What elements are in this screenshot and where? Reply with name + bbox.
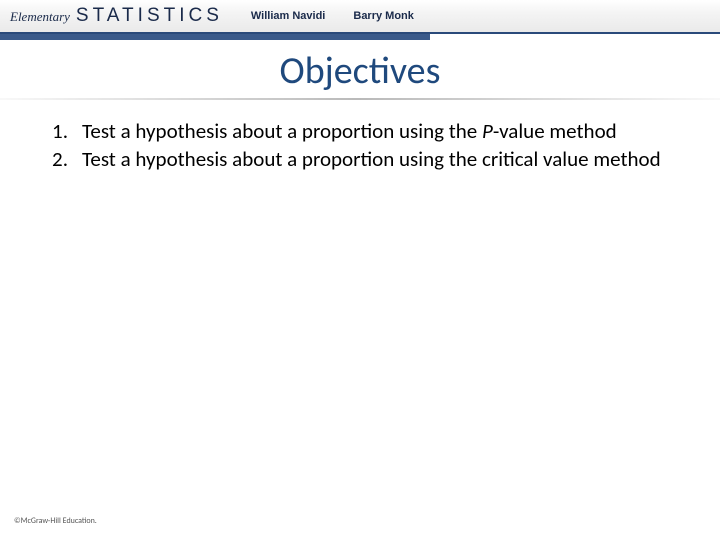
book-title-elementary: Elementary — [10, 9, 70, 25]
textbook-header: Elementary STATISTICS William Navidi Bar… — [0, 0, 720, 34]
list-number: 2. — [40, 146, 82, 172]
text-pre: Test a hypothesis about a proportion usi… — [82, 146, 661, 172]
list-text: Test a hypothesis about a proportion usi… — [82, 146, 680, 172]
list-number: 1. — [40, 118, 82, 144]
header-blue-bar — [0, 34, 430, 40]
p-italic: P — [482, 118, 493, 144]
slide-title: Objectives — [0, 48, 720, 94]
text-pre: Test a hypothesis about a proportion usi… — [82, 118, 482, 144]
objectives-list: 1. Test a hypothesis about a proportion … — [40, 118, 680, 173]
list-text: Test a hypothesis about a proportion usi… — [82, 118, 680, 144]
list-item: 1. Test a hypothesis about a proportion … — [40, 118, 680, 144]
book-title-group: Elementary STATISTICS — [10, 5, 223, 27]
author-2: Barry Monk — [353, 10, 414, 22]
author-1: William Navidi — [251, 10, 325, 22]
text-post: -value method — [493, 118, 617, 144]
content-area: 1. Test a hypothesis about a proportion … — [0, 100, 720, 173]
book-title-statistics: STATISTICS — [76, 5, 223, 27]
copyright: ©McGraw-Hill Education. — [14, 516, 97, 526]
list-item: 2. Test a hypothesis about a proportion … — [40, 146, 680, 172]
